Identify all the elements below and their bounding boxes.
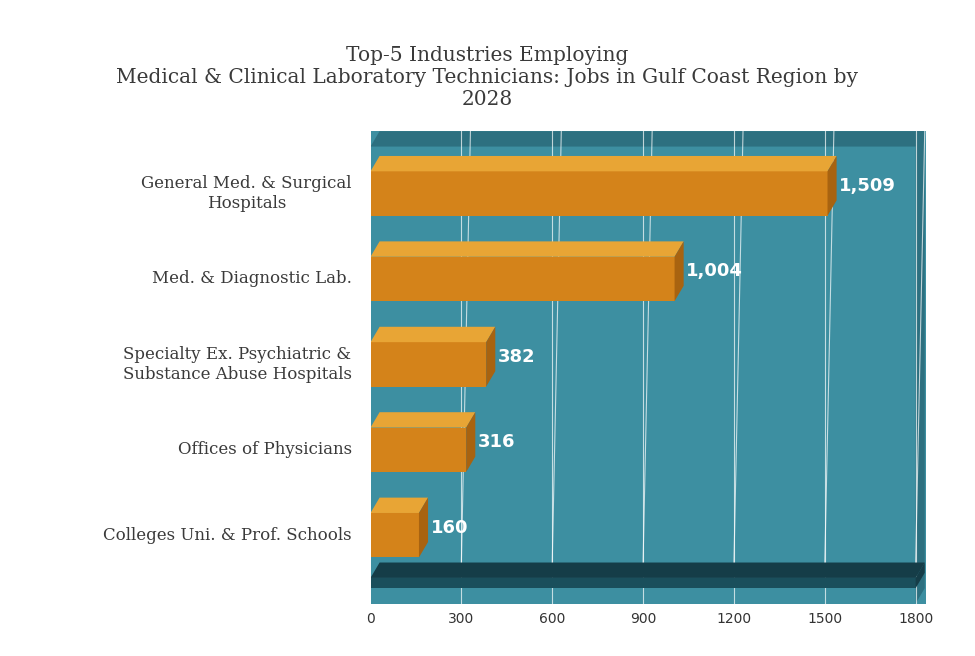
- Bar: [370, 428, 466, 472]
- Polygon shape: [370, 563, 924, 578]
- Text: 1,509: 1,509: [839, 177, 896, 195]
- Text: General Med. & Surgical
Hospitals: General Med. & Surgical Hospitals: [141, 175, 352, 212]
- Bar: [370, 342, 487, 386]
- Polygon shape: [370, 498, 428, 513]
- Text: Top-5 Industries Employing
Medical & Clinical Laboratory Technicians: Jobs in Gu: Top-5 Industries Employing Medical & Cli…: [116, 46, 859, 109]
- Bar: [370, 513, 419, 558]
- Polygon shape: [828, 156, 837, 216]
- Text: Med. & Diagnostic Lab.: Med. & Diagnostic Lab.: [152, 270, 352, 287]
- Text: 160: 160: [431, 518, 468, 537]
- Polygon shape: [370, 241, 683, 256]
- Polygon shape: [370, 327, 495, 342]
- Text: Specialty Ex. Psychiatric &
Substance Abuse Hospitals: Specialty Ex. Psychiatric & Substance Ab…: [123, 346, 352, 382]
- Polygon shape: [370, 578, 916, 588]
- Text: 382: 382: [497, 348, 535, 365]
- Text: Colleges Uni. & Prof. Schools: Colleges Uni. & Prof. Schools: [103, 527, 352, 544]
- Text: 1,004: 1,004: [686, 262, 743, 280]
- Polygon shape: [370, 156, 837, 171]
- Bar: [370, 256, 675, 301]
- Polygon shape: [916, 563, 924, 588]
- Polygon shape: [370, 412, 475, 428]
- Polygon shape: [916, 120, 924, 604]
- Text: 316: 316: [478, 433, 515, 451]
- Polygon shape: [675, 241, 683, 301]
- Polygon shape: [419, 498, 428, 558]
- Text: Offices of Physicians: Offices of Physicians: [177, 441, 352, 459]
- Bar: [370, 171, 828, 216]
- Polygon shape: [487, 327, 495, 386]
- Polygon shape: [370, 131, 924, 146]
- Polygon shape: [466, 412, 475, 472]
